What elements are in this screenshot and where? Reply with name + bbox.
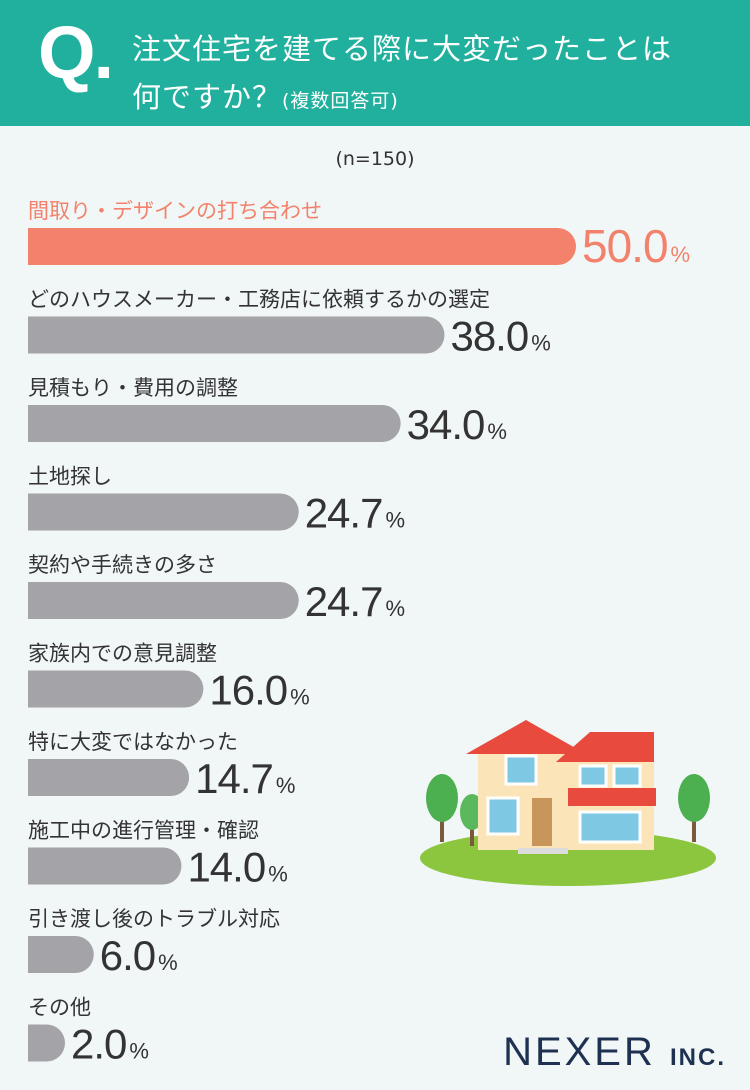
percent-unit: % [268,862,287,887]
question-header: Q. 注文住宅を建てる際に大変だったことは 何ですか？(複数回答可) [0,0,750,126]
value-label: 24.7% [305,490,405,537]
percent-unit: % [487,419,506,444]
bar [28,316,445,354]
category-label: 契約や手続きの多さ [28,553,217,577]
value-label: 34.0% [407,401,507,448]
percent-unit: % [158,950,177,975]
category-label: その他 [28,996,91,1020]
q-mark: Q. [38,11,114,94]
value-label: 38.0% [450,313,550,360]
bar [28,670,204,708]
category-label: 引き渡し後のトラブル対応 [28,907,280,931]
percent-unit: % [276,773,295,798]
percent-unit: % [385,596,404,621]
category-label: 見積もり・費用の調整 [28,376,238,400]
value-label: 6.0% [100,932,177,979]
value-label: 14.7% [195,755,295,802]
question-line-2: 何ですか？(複数回答可) [132,74,399,116]
percent-unit: % [290,685,309,710]
category-label: 間取り・デザインの打ち合わせ [28,199,322,223]
nexer-logo: NEXER INC. [503,1030,726,1075]
value-label: 2.0% [71,1021,148,1068]
bar-chart: 間取り・デザインの打ち合わせ 50.0 % どのハウスメーカー・工務店に依頼するかの選… [28,199,691,1068]
percent-unit: % [671,242,690,267]
bar [28,759,190,796]
house-illustration [420,720,716,886]
bar [28,847,182,885]
bar [28,493,299,531]
bar [28,405,401,442]
bar [28,228,576,265]
bar [28,582,299,619]
logo-suffix: INC. [670,1044,726,1071]
category-label: 土地探し [28,465,112,489]
question-line-1: 注文住宅を建てる際に大変だったことは [132,32,673,66]
percent-unit: % [129,1039,148,1064]
category-label: 家族内での意見調整 [28,642,217,666]
bar [28,1024,65,1062]
value-label: 14.0% [187,844,287,891]
value-label: 50.0% [582,220,690,272]
question-note: (複数回答可) [282,90,399,112]
value-label: 24.7% [305,578,405,625]
percent-unit: % [385,508,404,533]
question-line-2-text: 何ですか？ [132,80,283,114]
sample-size: (n=150) [335,148,415,170]
bar [28,936,94,973]
category-label: 施工中の進行管理・確認 [28,819,259,843]
category-label: どのハウスメーカー・工務店に依頼するかの選定 [28,288,490,312]
percent-unit: % [531,331,550,356]
category-label: 特に大変ではなかった [28,730,238,754]
logo-name: NEXER [503,1030,656,1074]
value-label: 16.0% [209,667,309,714]
